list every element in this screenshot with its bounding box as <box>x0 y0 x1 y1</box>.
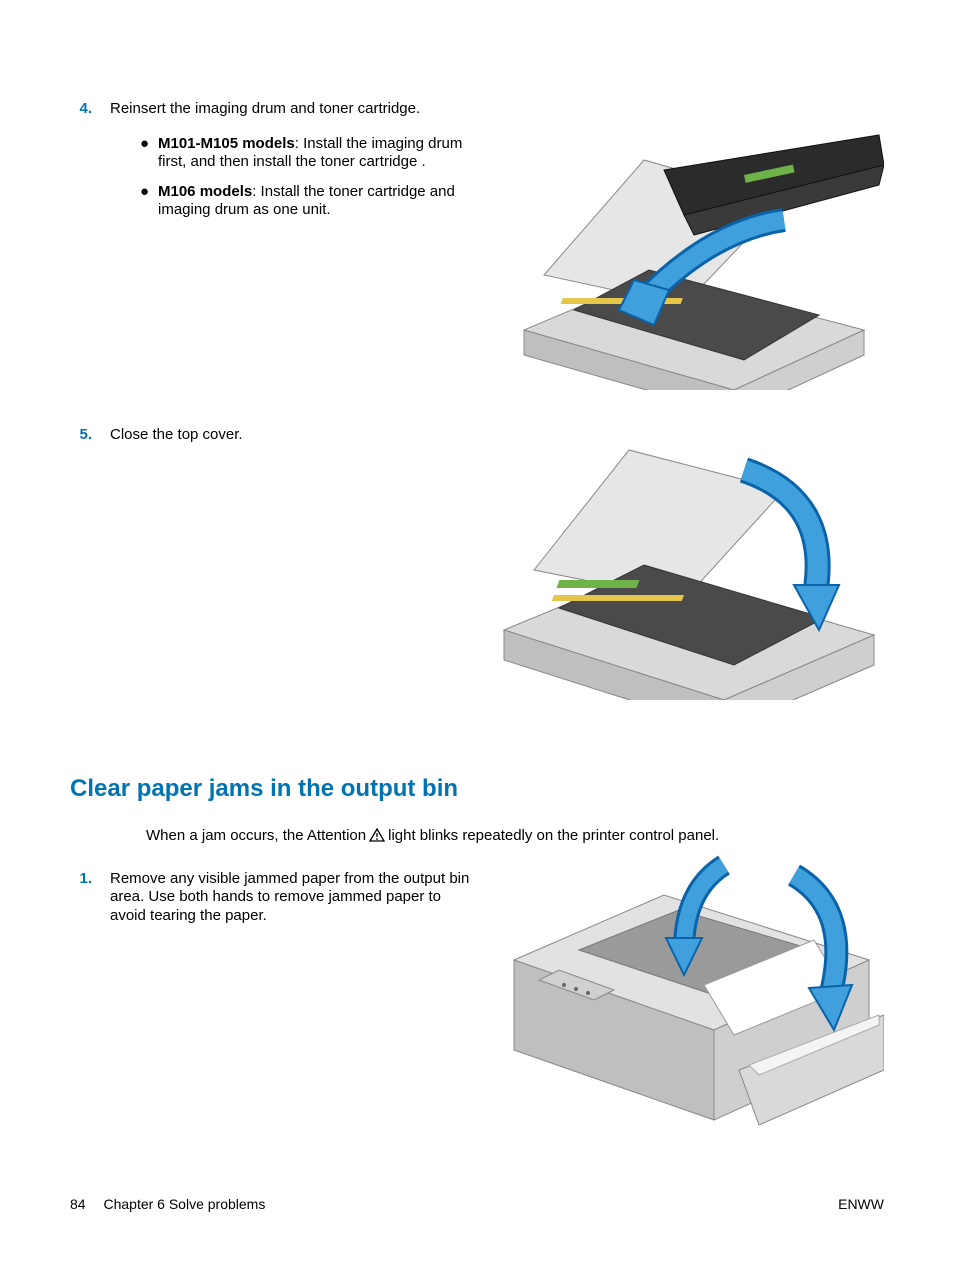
bullet-icon: ● <box>140 183 158 201</box>
step-1b-text: Remove any visible jammed paper from the… <box>110 870 470 926</box>
figure-close-cover <box>484 430 884 700</box>
step-4-number: 4. <box>70 100 110 117</box>
printer-illustration-icon <box>484 130 884 390</box>
page-footer: 84 Chapter 6 Solve problems ENWW <box>70 1196 884 1212</box>
footer-locale: ENWW <box>838 1196 884 1212</box>
footer-left: 84 Chapter 6 Solve problems <box>70 1196 265 1212</box>
figure-insert-toner <box>484 130 884 390</box>
step-1b-number: 1. <box>70 870 110 887</box>
step-4-bullet-1: ● M101-M105 models: Install the imaging … <box>140 135 470 171</box>
step-4-sublist: ● M101-M105 models: Install the imaging … <box>110 135 470 219</box>
step-4-bullet-1-text: M101-M105 models: Install the imaging dr… <box>158 135 470 171</box>
printer-illustration-icon <box>484 430 884 700</box>
footer-page-number: 84 <box>70 1196 86 1212</box>
intro-before: When a jam occurs, the Attention <box>146 827 366 844</box>
manual-page: 4. Reinsert the imaging drum and toner c… <box>0 0 954 1270</box>
step-4-bullet-1-bold: M101-M105 models <box>158 135 295 152</box>
step-4-bullet-2: ● M106 models: Install the toner cartrid… <box>140 183 470 219</box>
step-5-text: Close the top cover. <box>110 426 470 445</box>
step-4-text: Reinsert the imaging drum and toner cart… <box>110 100 470 119</box>
section-heading-clear-jams: Clear paper jams in the output bin <box>70 775 884 803</box>
step-4-bullet-2-text: M106 models: Install the toner cartridge… <box>158 183 470 219</box>
step-4-bullet-2-bold: M106 models <box>158 183 252 200</box>
footer-chapter: Chapter 6 Solve problems <box>103 1196 265 1212</box>
figure-output-bin <box>484 820 884 1130</box>
bullet-icon: ● <box>140 135 158 153</box>
attention-warning-icon <box>369 828 385 842</box>
printer-illustration-icon <box>484 820 884 1130</box>
step-5-number: 5. <box>70 426 110 443</box>
